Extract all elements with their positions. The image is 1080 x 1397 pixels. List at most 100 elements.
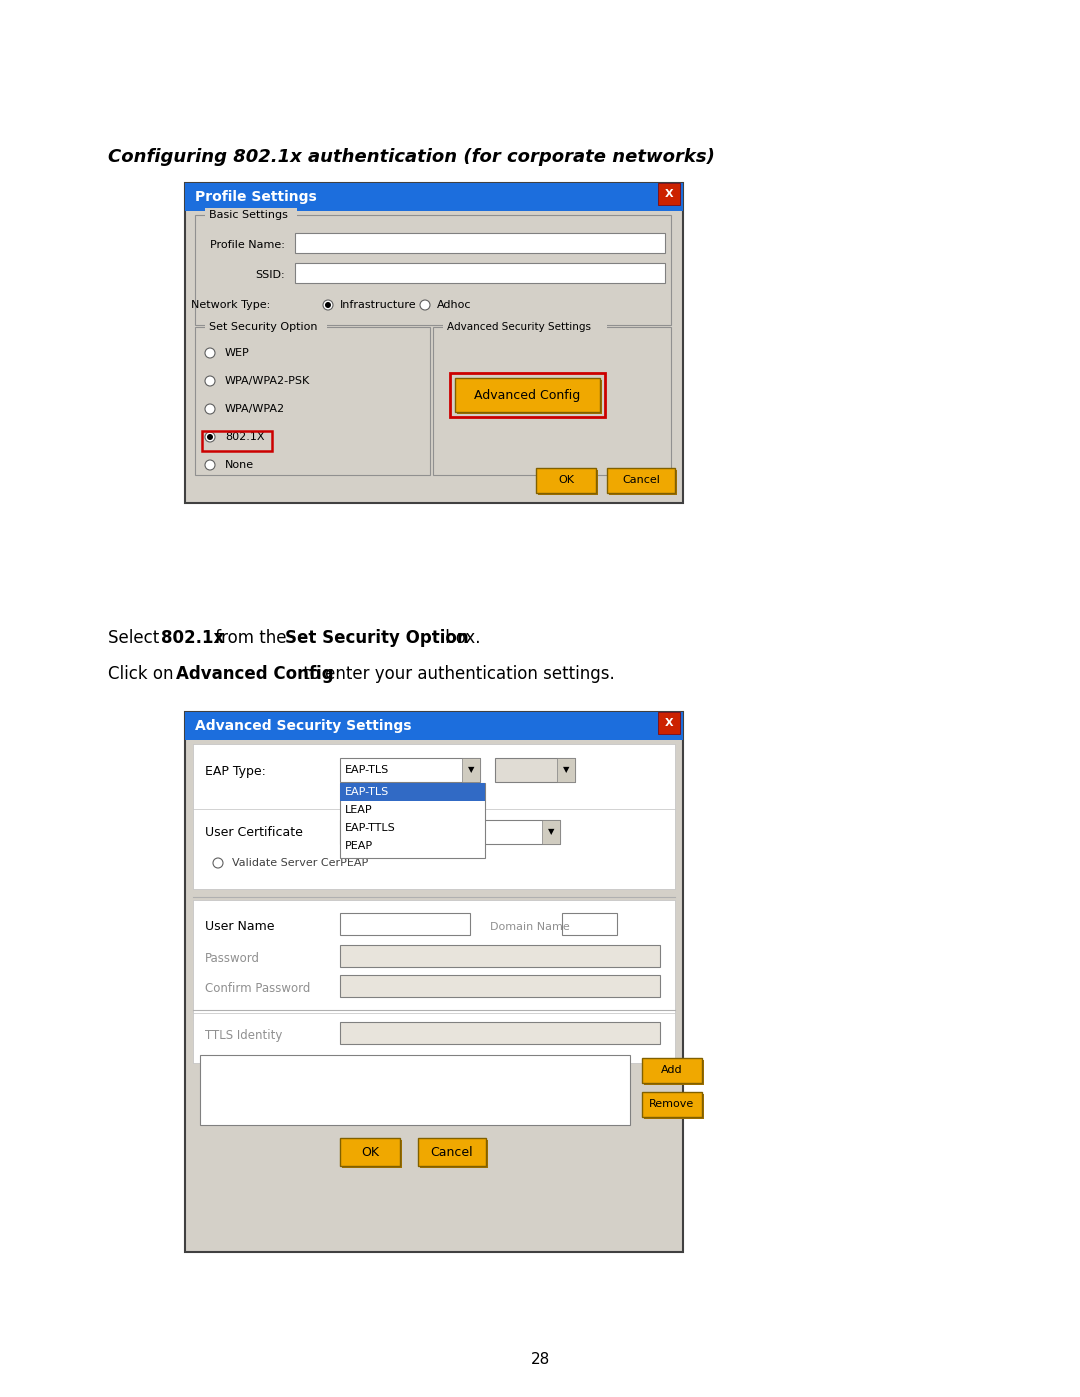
Bar (658, 183, 680, 205)
Text: Adhoc: Adhoc (437, 300, 472, 310)
Text: Set Security Option: Set Security Option (285, 629, 469, 647)
Bar (607, 468, 675, 493)
Circle shape (420, 300, 430, 310)
Text: ▼: ▼ (548, 827, 554, 837)
Bar (420, 1140, 488, 1168)
Bar (202, 432, 272, 451)
Circle shape (205, 404, 215, 414)
Text: Profile Name:: Profile Name: (211, 240, 285, 250)
Text: WPA/WPA2-PSK: WPA/WPA2-PSK (225, 376, 310, 386)
Circle shape (205, 460, 215, 469)
Text: Advanced Config: Advanced Config (474, 388, 580, 401)
Bar (185, 712, 683, 740)
Text: Profile Settings: Profile Settings (195, 190, 316, 204)
Text: box.: box. (441, 629, 481, 647)
Text: WEP: WEP (225, 348, 249, 358)
Text: 28: 28 (530, 1352, 550, 1368)
Text: EAP-TLS: EAP-TLS (345, 787, 389, 798)
Circle shape (323, 300, 333, 310)
Text: Advanced Security Settings: Advanced Security Settings (195, 719, 411, 733)
Bar (495, 759, 575, 782)
Text: Advanced Config: Advanced Config (175, 665, 333, 683)
Bar (433, 327, 671, 475)
Text: TTLS Identity: TTLS Identity (205, 1028, 282, 1042)
Bar (195, 327, 430, 475)
Text: Network Type:: Network Type: (191, 300, 270, 310)
Bar (340, 782, 485, 858)
Bar (193, 809, 675, 888)
Text: to enter your authentication settings.: to enter your authentication settings. (298, 665, 616, 683)
Bar (644, 1094, 704, 1119)
Text: ▼: ▼ (563, 766, 569, 774)
Bar (340, 1023, 660, 1044)
Bar (295, 263, 665, 284)
Text: Infrastructure: Infrastructure (340, 300, 417, 310)
Text: X: X (664, 189, 673, 198)
Bar (557, 759, 575, 782)
Text: Click on: Click on (108, 665, 179, 683)
Text: Password: Password (205, 951, 260, 964)
Text: Configuring 802.1x authentication (for corporate networks): Configuring 802.1x authentication (for c… (108, 148, 715, 166)
Circle shape (325, 302, 330, 307)
Bar (542, 820, 561, 844)
Bar (185, 183, 683, 211)
Circle shape (205, 348, 215, 358)
Bar (418, 1139, 486, 1166)
Bar (644, 1060, 704, 1085)
Bar (195, 215, 671, 326)
Text: Cancel: Cancel (431, 1146, 473, 1158)
Bar (193, 900, 675, 1020)
Text: Domain Name: Domain Name (490, 922, 570, 932)
Text: 802.1x: 802.1x (161, 629, 224, 647)
Text: OK: OK (361, 1146, 379, 1158)
Text: OK: OK (558, 475, 573, 485)
Bar (455, 379, 600, 412)
Text: Confirm Password: Confirm Password (205, 982, 310, 995)
Text: from the: from the (210, 629, 292, 647)
Text: Cancel: Cancel (622, 475, 660, 485)
Text: Set Security Option: Set Security Option (210, 321, 318, 332)
Text: Advanced Security Settings: Advanced Security Settings (447, 321, 591, 332)
Bar (462, 759, 480, 782)
Bar (562, 914, 617, 935)
Text: ▼: ▼ (468, 766, 474, 774)
Text: Remove: Remove (649, 1099, 694, 1109)
Text: EAP-TTLS: EAP-TTLS (345, 823, 395, 833)
Bar (342, 1140, 402, 1168)
Text: EAP Type:: EAP Type: (205, 766, 266, 778)
Bar (193, 745, 675, 844)
Bar (538, 469, 598, 495)
Text: Basic Settings: Basic Settings (210, 210, 288, 219)
Circle shape (207, 434, 213, 440)
Text: Validate Server CerPEAP: Validate Server CerPEAP (232, 858, 368, 868)
Bar (450, 373, 605, 416)
Text: WPA/WPA2: WPA/WPA2 (225, 404, 285, 414)
Bar (443, 320, 607, 332)
Text: X: X (664, 718, 673, 728)
Bar (193, 1013, 675, 1063)
Text: PEAP: PEAP (345, 841, 373, 851)
Bar (340, 782, 485, 800)
Bar (642, 1092, 702, 1118)
Circle shape (213, 858, 222, 868)
Bar (340, 759, 480, 782)
Text: User Name: User Name (205, 921, 274, 933)
Text: Add: Add (661, 1065, 683, 1076)
Bar (340, 975, 660, 997)
Text: User Certificate: User Certificate (205, 827, 302, 840)
Bar (295, 233, 665, 253)
Circle shape (205, 376, 215, 386)
Bar (340, 944, 660, 967)
Bar (658, 712, 680, 733)
Bar (609, 469, 677, 495)
Bar (340, 914, 470, 935)
Circle shape (205, 432, 215, 441)
Bar (205, 320, 327, 332)
Text: Select: Select (108, 629, 164, 647)
Text: LEAP: LEAP (345, 805, 373, 814)
Bar (185, 712, 683, 1252)
Text: None: None (225, 460, 254, 469)
Text: SSID:: SSID: (255, 270, 285, 279)
Bar (457, 380, 602, 414)
Text: EAP-TLS: EAP-TLS (345, 766, 389, 775)
